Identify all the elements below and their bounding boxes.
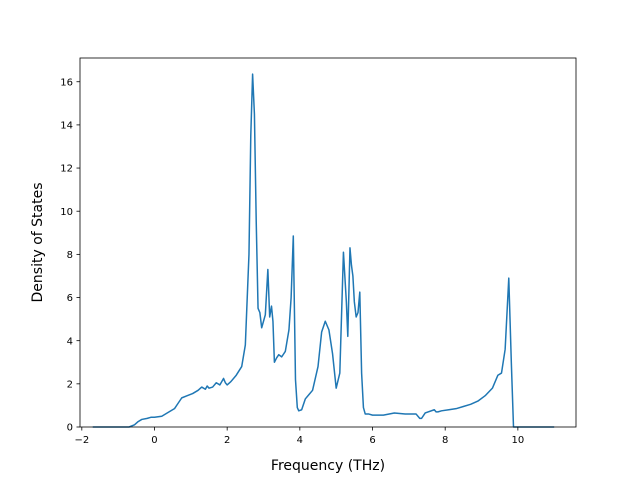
series-line-0 [92, 73, 555, 428]
y-tick-label: 6 [67, 293, 73, 304]
x-tick-label: −2 [74, 435, 89, 446]
axes-frame [79, 57, 577, 428]
y-tick-label: 8 [67, 250, 73, 261]
y-tick-label: 16 [60, 77, 73, 88]
x-axis-label: Frequency (THz) [271, 458, 385, 474]
y-axis-ticks: 0 2 4 6 8 10 12 14 16 [60, 77, 80, 434]
x-axis-ticks: −2 0 2 4 6 8 10 [74, 427, 524, 446]
y-tick-label: 10 [60, 207, 73, 218]
x-tick-label: 6 [369, 435, 375, 446]
y-tick-label: 2 [67, 379, 73, 390]
x-tick-label: 10 [511, 435, 524, 446]
y-axis-label: Density of States [30, 183, 46, 303]
y-tick-label: 12 [60, 164, 73, 175]
y-tick-label: 4 [67, 336, 73, 347]
y-tick-label: 14 [60, 120, 73, 131]
x-tick-label: 8 [442, 435, 448, 446]
plot-area [92, 73, 555, 428]
x-tick-label: 0 [151, 435, 157, 446]
x-tick-label: 4 [297, 435, 303, 446]
x-tick-label: 2 [224, 435, 230, 446]
y-tick-label: 0 [67, 423, 73, 434]
